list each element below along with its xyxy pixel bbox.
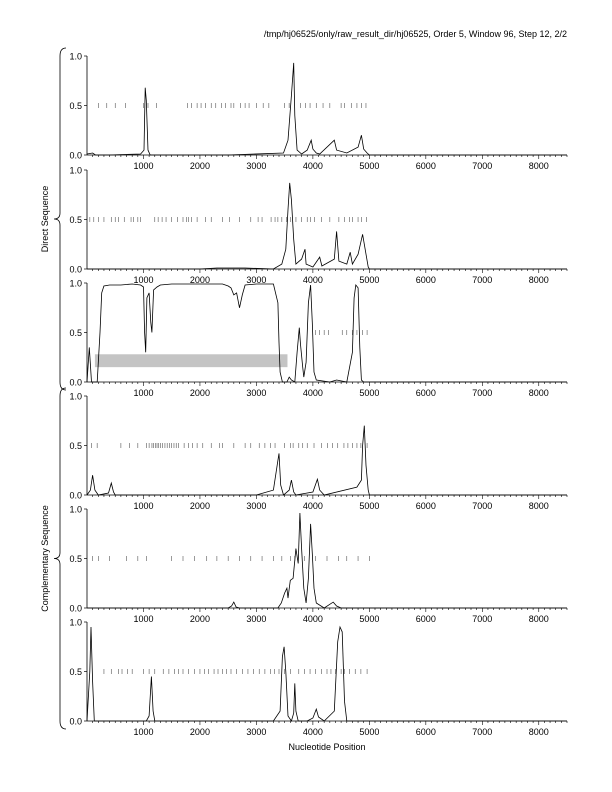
series-line bbox=[86, 62, 567, 156]
panel-3: 0.0 0.5 1.0 1000 2000 3000 4000 5000 6000 7000 800… bbox=[69, 279, 568, 398]
x-tick-label: 3000 bbox=[246, 727, 266, 737]
x-tick-label: 4000 bbox=[303, 388, 323, 398]
y-tick-label: 0.0 bbox=[69, 378, 82, 388]
x-tick-label: 6000 bbox=[416, 161, 436, 171]
x-tick-label: 7000 bbox=[472, 161, 492, 171]
x-tick-label: 4000 bbox=[303, 727, 323, 737]
x-tick-label: 1000 bbox=[133, 275, 153, 285]
y-tick-label: 0.0 bbox=[69, 604, 82, 614]
x-tick-label: 2000 bbox=[190, 388, 210, 398]
x-tick-label: 7000 bbox=[472, 275, 492, 285]
x-axis-title: Nucleotide Position bbox=[288, 742, 365, 752]
y-tick-label: 1.0 bbox=[69, 279, 82, 289]
x-tick-label: 3000 bbox=[246, 501, 266, 511]
x-tick-label: 2000 bbox=[190, 275, 210, 285]
group-bracket bbox=[53, 47, 67, 391]
series-line bbox=[86, 625, 567, 722]
series-line bbox=[86, 425, 567, 496]
y-tick-label: 0.5 bbox=[69, 554, 82, 564]
x-tick-label: 5000 bbox=[359, 614, 379, 624]
y-tick-label: 0.0 bbox=[69, 491, 82, 501]
y-tick-label: 1.0 bbox=[69, 505, 82, 515]
x-tick-label: 8000 bbox=[529, 388, 549, 398]
y-tick-label: 0.5 bbox=[69, 101, 82, 111]
group-label: Direct Sequence bbox=[40, 186, 50, 253]
group-bracket bbox=[53, 387, 67, 730]
group-brackets: Direct Sequence Complementary Sequence bbox=[40, 47, 67, 730]
y-tick-label: 0.5 bbox=[69, 441, 82, 451]
panel-1: 0.0 0.5 1.0 1000 2000 3000 4000 5000 6000 7000 800… bbox=[69, 52, 568, 171]
x-tick-label: 4000 bbox=[303, 161, 323, 171]
x-tick-label: 2000 bbox=[190, 727, 210, 737]
x-tick-label: 6000 bbox=[416, 501, 436, 511]
x-tick-label: 6000 bbox=[416, 727, 436, 737]
x-tick-label: 3000 bbox=[246, 614, 266, 624]
x-tick-label: 2000 bbox=[190, 161, 210, 171]
y-tick-label: 0.0 bbox=[69, 717, 82, 727]
y-tick-label: 1.0 bbox=[69, 392, 82, 402]
x-tick-label: 3000 bbox=[246, 275, 266, 285]
x-tick-label: 3000 bbox=[246, 161, 266, 171]
y-tick-label: 1.0 bbox=[69, 166, 82, 176]
y-tick-label: 0.0 bbox=[69, 265, 82, 275]
x-tick-label: 1000 bbox=[133, 388, 153, 398]
x-tick-label: 7000 bbox=[472, 388, 492, 398]
x-tick-label: 1000 bbox=[133, 161, 153, 171]
x-tick-label: 6000 bbox=[416, 275, 436, 285]
x-tick-label: 5000 bbox=[359, 501, 379, 511]
x-tick-label: 5000 bbox=[359, 275, 379, 285]
x-tick-label: 5000 bbox=[359, 161, 379, 171]
x-tick-label: 2000 bbox=[190, 614, 210, 624]
x-tick-label: 1000 bbox=[133, 727, 153, 737]
x-tick-label: 7000 bbox=[472, 727, 492, 737]
panel-4: 0.0 0.5 1.0 1000 2000 3000 4000 5000 6000 7000 800… bbox=[69, 392, 568, 511]
series-line bbox=[86, 283, 567, 383]
x-tick-label: 1000 bbox=[133, 501, 153, 511]
panels: 0.0 0.5 1.0 1000 2000 3000 4000 5000 6000 7000 800… bbox=[69, 52, 568, 737]
x-tick-label: 6000 bbox=[416, 388, 436, 398]
x-tick-label: 5000 bbox=[359, 388, 379, 398]
group-label: Complementary Sequence bbox=[40, 505, 50, 612]
panel-2: 0.0 0.5 1.0 1000 2000 3000 4000 5000 6000 7000 800… bbox=[69, 166, 568, 285]
panel-6: 0.0 0.5 1.0 1000 2000 3000 4000 5000 6000 7000 800… bbox=[69, 618, 568, 737]
x-tick-label: 8000 bbox=[529, 161, 549, 171]
x-tick-label: 7000 bbox=[472, 501, 492, 511]
x-tick-label: 4000 bbox=[303, 501, 323, 511]
x-tick-label: 1000 bbox=[133, 614, 153, 624]
shaded-region bbox=[94, 354, 288, 368]
x-tick-label: 4000 bbox=[303, 275, 323, 285]
header-path: /tmp/hj06525/only/raw_result_dir/hj06525… bbox=[264, 29, 567, 39]
x-tick-label: 4000 bbox=[303, 614, 323, 624]
panel-5: 0.0 0.5 1.0 1000 2000 3000 4000 5000 6000 7000 800… bbox=[69, 505, 568, 624]
y-tick-label: 1.0 bbox=[69, 618, 82, 628]
x-tick-label: 6000 bbox=[416, 614, 436, 624]
x-tick-label: 8000 bbox=[529, 275, 549, 285]
y-tick-label: 1.0 bbox=[69, 52, 82, 62]
y-tick-label: 0.5 bbox=[69, 667, 82, 677]
y-tick-label: 0.5 bbox=[69, 215, 82, 225]
x-tick-label: 2000 bbox=[190, 501, 210, 511]
x-tick-label: 8000 bbox=[529, 614, 549, 624]
x-tick-label: 7000 bbox=[472, 614, 492, 624]
x-tick-label: 5000 bbox=[359, 727, 379, 737]
x-tick-label: 8000 bbox=[529, 501, 549, 511]
series-line bbox=[87, 182, 567, 270]
y-tick-label: 0.0 bbox=[69, 151, 82, 161]
x-tick-label: 8000 bbox=[529, 727, 549, 737]
x-tick-label: 3000 bbox=[246, 388, 266, 398]
y-tick-label: 0.5 bbox=[69, 328, 82, 338]
series-line bbox=[87, 512, 567, 609]
